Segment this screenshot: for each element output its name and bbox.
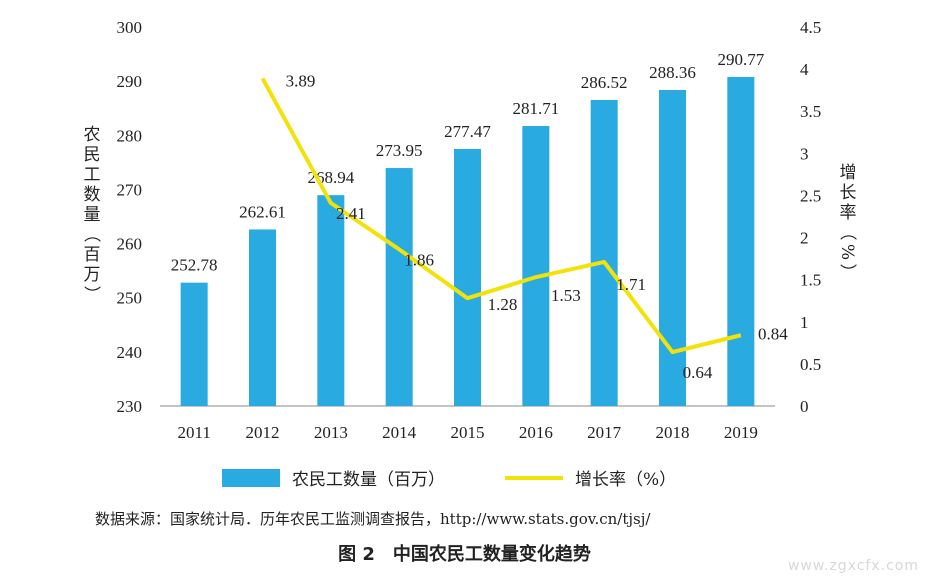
x-tick-label: 2016 xyxy=(519,423,553,442)
figure-caption: 图 2 中国农民工数量变化趋势 xyxy=(338,544,591,565)
y2-axis-title-char: % xyxy=(837,244,857,260)
y2-tick-label: 2.5 xyxy=(800,186,821,205)
line-value-label: 0.64 xyxy=(683,363,713,382)
y2-axis-title-char: （ xyxy=(837,224,857,241)
bar-value-label: 277.47 xyxy=(444,122,491,141)
line-value-label: 3.89 xyxy=(286,71,316,90)
bar xyxy=(385,168,413,406)
legend-bar-label: 农民工数量（百万） xyxy=(292,470,445,490)
x-tick-label: 2018 xyxy=(656,423,690,442)
y-axis-title-char: 工 xyxy=(84,165,101,185)
y2-tick-label: 3 xyxy=(800,144,809,163)
x-tick-label: 2017 xyxy=(587,423,622,442)
y2-axis-title-char: ） xyxy=(837,264,857,281)
y-tick-label: 240 xyxy=(117,343,143,362)
bar xyxy=(590,99,618,407)
y-axis-title-char: 万 xyxy=(84,265,101,285)
x-tick-label: 2012 xyxy=(246,423,280,442)
y-axis-title-char: 量 xyxy=(84,205,101,225)
watermark: www.zgxcfx.com xyxy=(787,558,919,574)
bar-value-label: 252.78 xyxy=(171,256,218,275)
bar xyxy=(180,282,208,406)
line-value-label: 1.28 xyxy=(488,295,518,314)
line-value-label: 0.84 xyxy=(758,324,788,343)
y-tick-label: 250 xyxy=(117,289,143,308)
x-tick-label: 2014 xyxy=(382,423,417,442)
y2-axis-title-char: 增 xyxy=(840,163,857,183)
y2-tick-label: 1.5 xyxy=(800,271,821,290)
y-axis-title-char: ） xyxy=(81,286,101,303)
y2-tick-label: 0 xyxy=(800,397,809,416)
bar xyxy=(454,148,481,406)
bar-value-label: 288.36 xyxy=(649,63,696,82)
y2-tick-label: 1 xyxy=(800,313,809,332)
bar xyxy=(249,229,276,406)
bar xyxy=(317,195,345,406)
bar-value-label: 290.77 xyxy=(717,50,764,69)
y2-axis-title-char: 率 xyxy=(840,203,857,223)
y2-tick-label: 4.5 xyxy=(800,18,821,37)
legend: 农民工数量（百万） 增长率（%） xyxy=(0,465,929,493)
y2-tick-label: 3.5 xyxy=(800,102,821,121)
y-tick-label: 300 xyxy=(117,18,143,37)
y-axis-title-char: 农 xyxy=(84,125,101,145)
line-value-label: 1.86 xyxy=(404,250,434,269)
source-note: 数据来源：国家统计局．历年农民工监测调查报告，http://www.stats.… xyxy=(95,510,651,528)
y2-tick-label: 2 xyxy=(800,229,809,248)
y-axis-title-char: 民 xyxy=(84,145,101,165)
line-value-label: 1.53 xyxy=(551,286,581,305)
bar xyxy=(659,90,686,407)
y-axis-title-char: 数 xyxy=(84,185,101,205)
y2-tick-label: 0.5 xyxy=(800,355,821,374)
legend-line-label: 增长率（%） xyxy=(575,470,677,490)
y2-tick-label: 4 xyxy=(800,60,809,79)
growth-rate-line xyxy=(260,77,742,355)
chart-area: 230 240 250 260 270 280 290 300 0 0.5 1 1.5 2 2.5 3 3.5… xyxy=(81,18,857,442)
x-tick-label: 2013 xyxy=(314,423,348,442)
bar xyxy=(522,126,550,406)
legend-line-swatch xyxy=(505,475,563,480)
y2-axis-title-char: 长 xyxy=(840,183,857,203)
bar-value-label: 286.52 xyxy=(581,73,628,92)
bar-value-label: 281.71 xyxy=(512,99,559,118)
y-tick-label: 230 xyxy=(117,397,143,416)
bar-value-label: 273.95 xyxy=(376,141,423,160)
legend-item-line: 增长率（%） xyxy=(505,465,676,490)
x-tick-label: 2015 xyxy=(451,423,485,442)
y-tick-label: 280 xyxy=(117,126,143,145)
legend-item-bar: 农民工数量（百万） xyxy=(222,465,445,490)
bar-value-label: 262.61 xyxy=(239,202,286,221)
x-tick-label: 2019 xyxy=(724,423,758,442)
y-axis-title-char: 百 xyxy=(84,245,101,265)
x-tick-label: 2011 xyxy=(177,423,210,442)
line-value-label: 2.41 xyxy=(336,204,366,223)
line-value-label: 1.71 xyxy=(616,275,646,294)
bar xyxy=(727,76,755,407)
y-axis-title-char: （ xyxy=(81,226,101,243)
legend-bar-swatch xyxy=(222,468,280,487)
y-tick-label: 270 xyxy=(117,180,143,199)
y-tick-label: 260 xyxy=(117,235,143,254)
y-tick-label: 290 xyxy=(117,72,143,91)
